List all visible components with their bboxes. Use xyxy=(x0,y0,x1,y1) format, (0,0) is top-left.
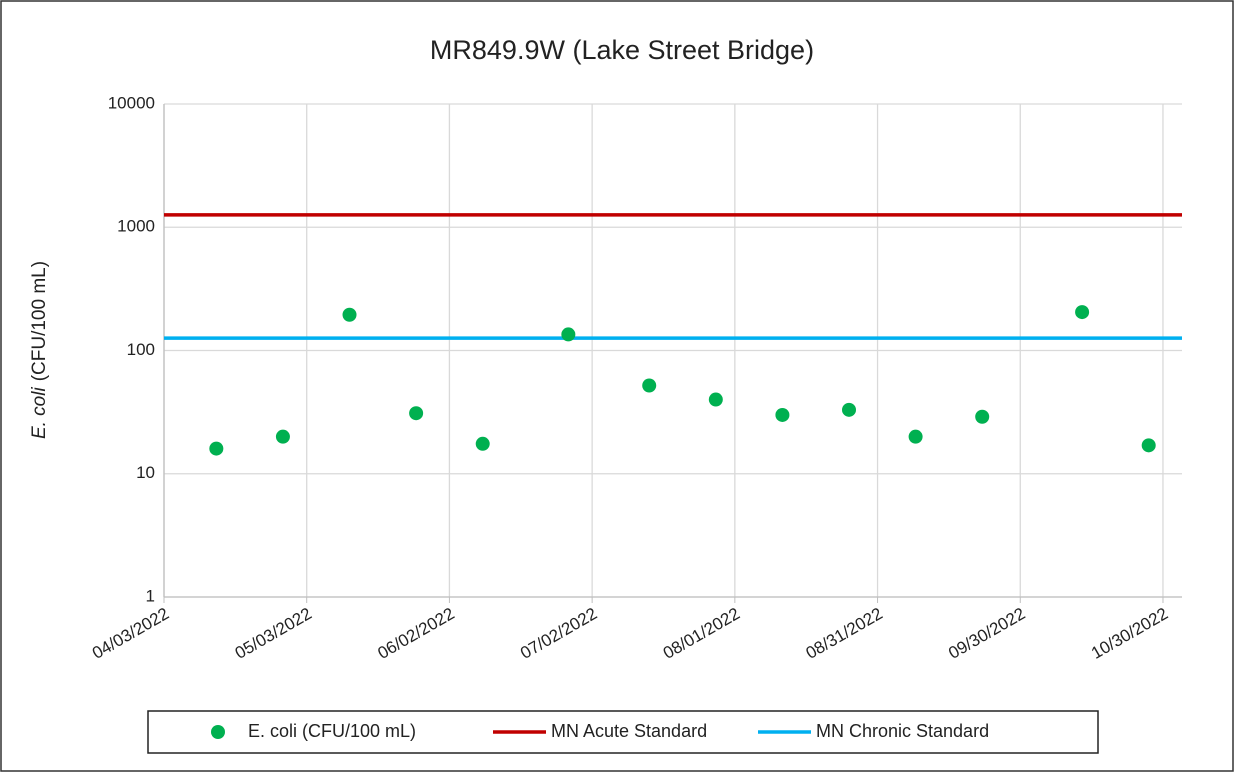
data-point xyxy=(561,327,576,342)
y-tick-label: 100 xyxy=(127,340,155,359)
y-axis-label-rest: (CFU/100 mL) xyxy=(29,261,50,381)
legend-marker xyxy=(211,725,225,739)
y-tick-label: 1 xyxy=(146,586,155,605)
data-point xyxy=(1141,438,1156,453)
data-point xyxy=(642,378,657,393)
data-point xyxy=(475,436,490,451)
legend-box xyxy=(147,710,1099,754)
data-point xyxy=(209,441,224,456)
legend-label: MN Acute Standard xyxy=(551,721,707,741)
y-axis-label-italic: E. coli xyxy=(29,387,50,440)
data-point xyxy=(775,407,790,422)
data-point xyxy=(342,307,357,322)
data-point xyxy=(842,402,857,417)
y-axis-label: E. coli (CFU/100 mL) xyxy=(29,261,50,439)
chart-title: MR849.9W (Lake Street Bridge) xyxy=(430,35,814,65)
y-tick-label: 10000 xyxy=(108,93,155,112)
legend-label: E. coli (CFU/100 mL) xyxy=(248,721,416,741)
data-point xyxy=(908,429,923,444)
data-point xyxy=(975,409,990,424)
data-point xyxy=(409,406,424,421)
y-tick-label: 10 xyxy=(136,463,155,482)
data-point xyxy=(708,392,723,407)
data-point xyxy=(275,429,290,444)
legend-label: MN Chronic Standard xyxy=(816,721,989,741)
data-point xyxy=(1075,305,1090,320)
y-tick-label: 1000 xyxy=(117,217,155,236)
